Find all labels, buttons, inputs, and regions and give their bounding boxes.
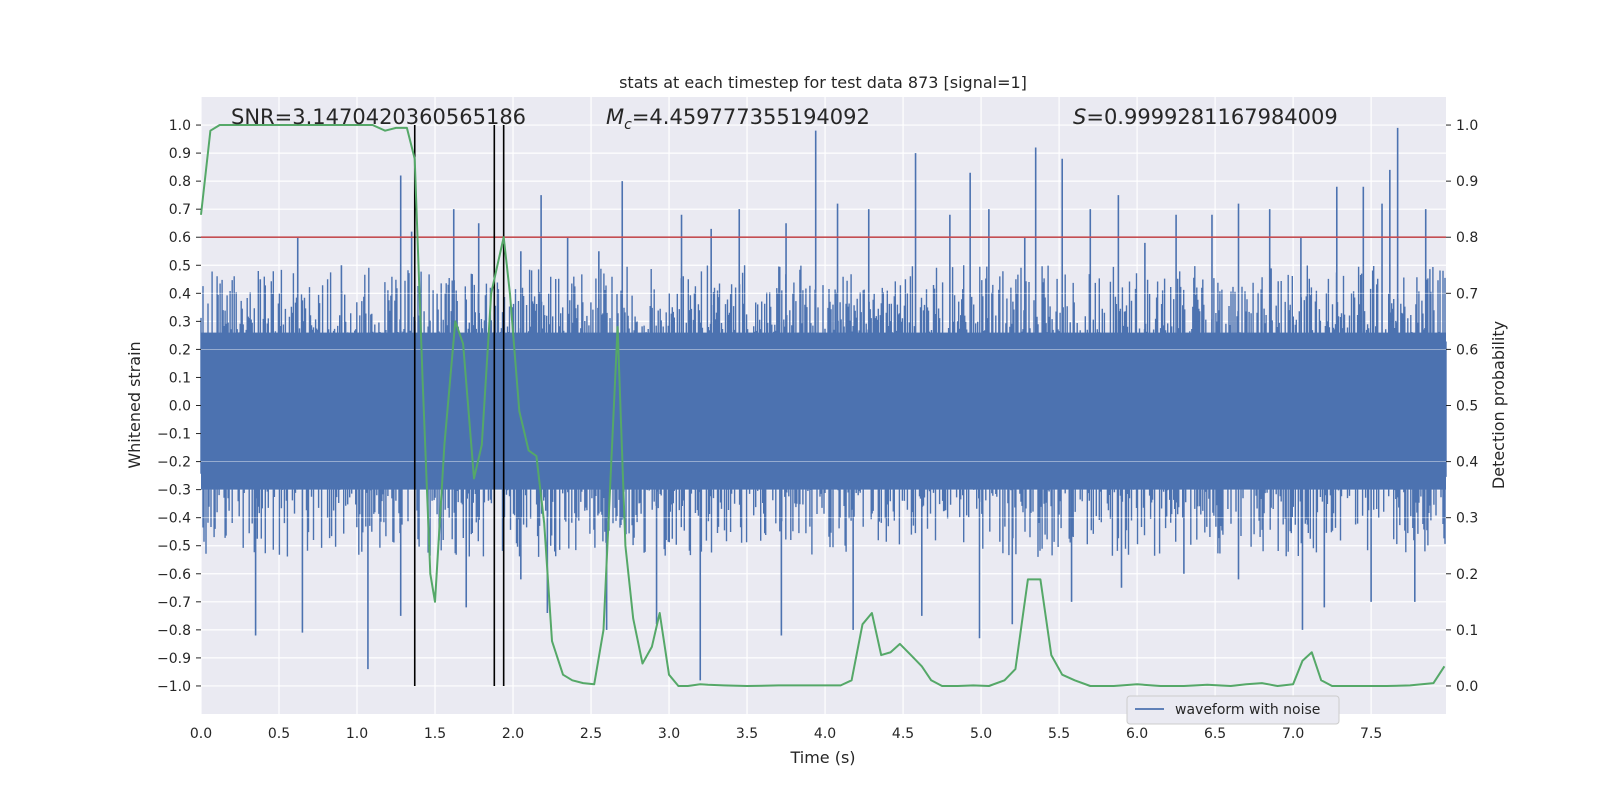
y2-tick-label: 0.2 xyxy=(1456,567,1478,583)
legend-box xyxy=(1126,695,1340,725)
y-tick-label: 0.9 xyxy=(169,146,191,162)
x-tick-label: 1.0 xyxy=(346,726,368,742)
x-axis-label: Time (s) xyxy=(789,748,855,767)
y2-tick-label: 0.3 xyxy=(1456,511,1478,527)
y2-tick-label: 0.9 xyxy=(1456,174,1478,190)
y-tick-label: −0.9 xyxy=(157,651,191,667)
x-tick-label: 2.5 xyxy=(580,726,602,742)
s-symbol: S xyxy=(1073,105,1086,129)
detection-probability-series xyxy=(200,124,1446,687)
s-annotation: S=0.9999281167984009 xyxy=(1073,105,1338,129)
y-tick-label: 0.5 xyxy=(169,258,191,274)
chart-title: stats at each timestep for test data 873… xyxy=(619,73,1027,92)
y-tick-label: −0.3 xyxy=(157,483,191,499)
y-tick-label: −0.5 xyxy=(157,539,191,555)
snr-annotation: SNR=3.1470420360565186 xyxy=(231,105,526,129)
y-tick-label: −0.2 xyxy=(157,455,191,471)
y2-tick-label: 0.7 xyxy=(1456,286,1478,302)
y-axis-ticks: 1.0 0.9 0.8 0.7 0.6 0.5 0.4 0.3 0.2 0.1 0.0 −0.1 −0.… xyxy=(157,118,201,695)
x-tick-label: 4.0 xyxy=(814,726,836,742)
y-tick-label: 0.0 xyxy=(169,399,191,415)
detection-probability-line xyxy=(200,124,1446,687)
y-tick-label: −0.8 xyxy=(157,623,191,639)
x-tick-label: 3.5 xyxy=(736,726,758,742)
mc-subscript: c xyxy=(624,117,632,133)
y-tick-label: 1.0 xyxy=(169,118,191,134)
x-tick-label: 1.5 xyxy=(424,726,446,742)
y-tick-label: 0.6 xyxy=(169,230,191,246)
x-tick-label: 6.0 xyxy=(1126,726,1148,742)
x-tick-label: 5.0 xyxy=(970,726,992,742)
y2-tick-label: 0.1 xyxy=(1456,623,1478,639)
mc-symbol: M xyxy=(606,105,624,129)
y-tick-label: −0.4 xyxy=(157,511,191,527)
x-tick-label: 7.0 xyxy=(1282,726,1304,742)
y2-axis-label: Detection probability xyxy=(1489,321,1508,489)
y2-tick-label: 0.4 xyxy=(1456,455,1478,471)
y2-tick-label: 0.8 xyxy=(1456,230,1478,246)
s-value: =0.9999281167984009 xyxy=(1086,105,1337,129)
y-tick-label: −0.7 xyxy=(157,595,191,611)
y-tick-label: 0.7 xyxy=(169,202,191,218)
x-tick-label: 4.5 xyxy=(892,726,914,742)
y2-tick-label: 0.0 xyxy=(1456,679,1478,695)
x-tick-label: 0.5 xyxy=(268,726,290,742)
x-tick-label: 3.0 xyxy=(658,726,680,742)
legend-label: waveform with noise xyxy=(1175,702,1320,718)
waveform-core xyxy=(201,332,1446,490)
vertical-markers xyxy=(413,125,505,686)
legend: waveform with noise xyxy=(1126,695,1340,725)
y-tick-label: −0.6 xyxy=(157,567,191,583)
y-tick-label: 0.2 xyxy=(169,342,191,358)
y-axis-label: Whitened strain xyxy=(125,341,144,468)
mc-annotation: Mc=4.459777355194092 xyxy=(606,105,870,133)
x-tick-label: 7.5 xyxy=(1360,726,1382,742)
y2-tick-label: 1.0 xyxy=(1456,118,1478,134)
y2-tick-label: 0.6 xyxy=(1456,342,1478,358)
y-tick-label: 0.3 xyxy=(169,314,191,330)
x-tick-label: 6.5 xyxy=(1204,726,1226,742)
x-tick-label: 2.0 xyxy=(502,726,524,742)
y2-tick-label: 0.5 xyxy=(1456,399,1478,415)
x-tick-label: 5.5 xyxy=(1048,726,1070,742)
waveform-series xyxy=(200,127,1447,681)
y-tick-label: −1.0 xyxy=(157,679,191,695)
x-tick-label: 0.0 xyxy=(190,726,212,742)
y-tick-label: 0.1 xyxy=(169,370,191,386)
mc-value: =4.459777355194092 xyxy=(632,105,870,129)
y2-axis-ticks: 1.0 0.9 0.8 0.7 0.6 0.5 0.4 0.3 0.2 0.1 0.0 xyxy=(1446,118,1478,695)
x-axis-ticks: 0.0 0.5 1.0 1.5 2.0 2.5 3.0 3.5 4.0 4.5 5.0 5.5 6.0 6… xyxy=(190,726,1382,742)
y-tick-label: 0.4 xyxy=(169,286,191,302)
y-tick-label: −0.1 xyxy=(157,427,191,443)
y-tick-label: 0.8 xyxy=(169,174,191,190)
